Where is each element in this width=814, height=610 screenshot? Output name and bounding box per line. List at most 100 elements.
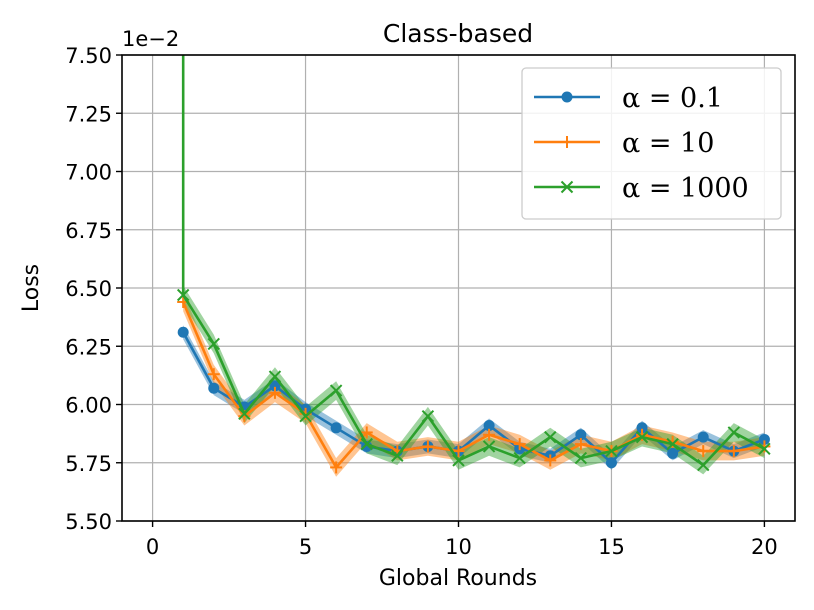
marker-stroke xyxy=(360,437,373,451)
marker-stroke xyxy=(329,384,343,397)
data-point xyxy=(513,438,526,451)
data-point xyxy=(421,440,434,453)
marker-stroke xyxy=(544,430,557,444)
data-point xyxy=(666,435,679,448)
marker-stroke xyxy=(238,407,251,421)
y-tick-label: 7.50 xyxy=(65,44,112,68)
data-point xyxy=(574,451,588,465)
data-point xyxy=(452,454,465,467)
data-point xyxy=(697,431,709,443)
y-tick-label: 5.50 xyxy=(65,510,112,534)
marker-stroke xyxy=(574,451,588,465)
marker-stroke xyxy=(727,426,741,439)
data-point xyxy=(452,445,465,458)
data-point xyxy=(483,428,496,441)
marker-stroke xyxy=(666,437,679,451)
data-point xyxy=(482,440,496,453)
series-line xyxy=(181,301,765,469)
y-tick-label: 5.75 xyxy=(65,452,112,476)
data-point xyxy=(207,337,220,351)
data-point xyxy=(268,370,282,383)
series-band xyxy=(183,325,765,470)
legend: α = 0.1 α = 10 α = 1000 xyxy=(521,67,782,220)
chart-title: Class-based xyxy=(383,19,533,48)
marker-stroke xyxy=(299,409,312,423)
series-lines xyxy=(176,55,771,474)
data-point xyxy=(360,437,373,451)
y-tick-label: 6.75 xyxy=(65,219,112,243)
y-tick-label: 6.00 xyxy=(65,394,112,418)
data-point xyxy=(727,445,740,458)
data-point xyxy=(391,449,404,462)
marker-stroke xyxy=(758,442,771,455)
data-point xyxy=(329,384,343,397)
legend-entry: α = 10 xyxy=(534,128,714,159)
data-point xyxy=(544,454,557,467)
x-tick-label: 0 xyxy=(146,535,159,559)
legend-marker xyxy=(561,91,573,103)
data-point xyxy=(697,458,710,472)
marker-stroke xyxy=(605,444,618,458)
marker-stroke xyxy=(452,454,465,467)
marker-stroke xyxy=(268,370,282,383)
data-point xyxy=(544,430,557,444)
data-point xyxy=(208,382,220,394)
marker-stroke xyxy=(513,451,526,465)
data-point xyxy=(361,440,373,452)
marker-stroke xyxy=(697,458,710,472)
ticks: 0 5 10 15 20 5.50 5.75 6.00 6.25 6.50 6.75 7.00 7.25… xyxy=(65,44,778,559)
data-point xyxy=(605,444,618,458)
data-point xyxy=(635,430,649,444)
data-point xyxy=(636,422,648,434)
y-tick-label: 7.25 xyxy=(65,102,112,126)
data-point xyxy=(330,422,342,434)
data-point xyxy=(758,433,770,445)
data-point xyxy=(513,451,526,465)
data-point xyxy=(207,368,220,381)
y-tick-label: 7.00 xyxy=(65,161,112,185)
data-point xyxy=(330,461,343,474)
series-band xyxy=(183,285,765,475)
y-tick-label: 6.50 xyxy=(65,277,112,301)
y-tick-label: 6.25 xyxy=(65,335,112,359)
data-point xyxy=(636,428,649,441)
x-tick-label: 15 xyxy=(598,535,625,559)
x-tick-label: 20 xyxy=(751,535,778,559)
data-point xyxy=(605,457,617,469)
marker-stroke xyxy=(635,430,649,444)
marker-stroke xyxy=(207,337,220,351)
data-point xyxy=(177,326,189,338)
legend-label: α = 10 xyxy=(622,128,714,159)
data-point xyxy=(176,288,190,302)
data-point xyxy=(360,426,373,439)
data-point xyxy=(697,445,710,458)
data-point xyxy=(268,386,281,399)
legend-label: α = 0.1 xyxy=(622,83,723,114)
data-point xyxy=(238,407,251,421)
marker-stroke xyxy=(391,449,404,462)
legend-box xyxy=(521,67,782,220)
data-point xyxy=(667,447,679,459)
x-tick-label: 10 xyxy=(445,535,472,559)
data-point xyxy=(299,409,312,423)
data-point xyxy=(727,426,741,439)
marker-stroke xyxy=(421,409,435,423)
data-point xyxy=(483,419,495,431)
y-axis-label: Loss xyxy=(19,264,44,312)
data-point xyxy=(758,442,771,455)
marker-stroke xyxy=(482,440,496,453)
x-axis-label: Global Rounds xyxy=(379,566,537,591)
legend-marker xyxy=(560,180,574,194)
legend-label: α = 1000 xyxy=(622,173,749,204)
legend-entry: α = 0.1 xyxy=(534,83,723,114)
data-point xyxy=(666,437,679,451)
legend-entry: α = 1000 xyxy=(534,173,749,204)
data-point xyxy=(269,380,281,392)
marker-stroke xyxy=(176,288,190,302)
data-point xyxy=(574,438,587,451)
data-point xyxy=(421,409,435,423)
data-point xyxy=(575,429,587,441)
x-tick-label: 5 xyxy=(299,535,312,559)
y-offset-label: 1e−2 xyxy=(122,27,179,51)
